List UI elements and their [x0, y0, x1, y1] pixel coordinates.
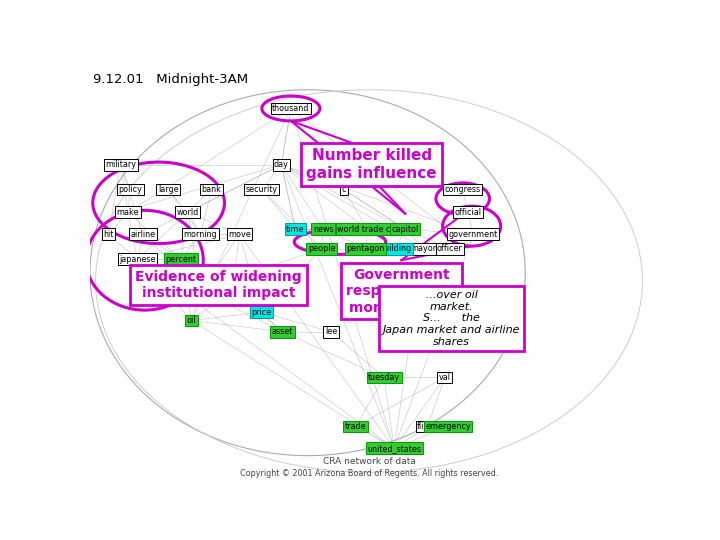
Text: people: people: [308, 244, 336, 253]
Text: price: price: [251, 308, 271, 316]
Text: world: world: [176, 208, 199, 217]
Text: government: government: [449, 230, 498, 239]
Text: share: share: [189, 286, 212, 295]
Text: lee: lee: [325, 327, 337, 336]
Text: officer: officer: [437, 244, 463, 253]
Text: pentagon: pentagon: [346, 244, 384, 253]
Text: japanese: japanese: [120, 255, 156, 264]
Text: asset: asset: [272, 327, 293, 336]
Text: time: time: [286, 225, 305, 233]
Text: large: large: [158, 185, 179, 194]
Text: analyst: analyst: [217, 286, 247, 295]
Text: hit: hit: [103, 230, 114, 239]
Text: move: move: [228, 230, 251, 239]
Text: Copyright © 2001 Arizona Board of Regents. All rights reserved.: Copyright © 2001 Arizona Board of Regent…: [240, 469, 498, 477]
Text: bank: bank: [202, 185, 222, 194]
Text: world trade ctr: world trade ctr: [338, 225, 397, 233]
Text: official: official: [454, 208, 481, 217]
Text: ...over oil
market.
S...      the
Japan market and airline
shares: ...over oil market. S... the Japan marke…: [383, 290, 521, 347]
Text: building: building: [379, 244, 411, 253]
Text: airline: airline: [130, 230, 156, 239]
Text: Government
response gets
more specific: Government response gets more specific: [346, 268, 456, 315]
Text: congress: congress: [445, 185, 481, 194]
Text: capitol: capitol: [392, 225, 419, 233]
Text: CRA network of data: CRA network of data: [323, 457, 415, 467]
Text: mayor: mayor: [410, 244, 437, 253]
Text: percent: percent: [166, 255, 197, 264]
Text: c: c: [341, 185, 346, 194]
Text: val: val: [439, 373, 451, 382]
Text: day: day: [274, 160, 289, 169]
Text: united_states: united_states: [367, 444, 421, 453]
Text: news: news: [313, 225, 333, 233]
Text: 9.12.01   Midnight-3AM: 9.12.01 Midnight-3AM: [93, 73, 248, 86]
Text: tuesday: tuesday: [368, 373, 400, 382]
Text: security: security: [246, 185, 278, 194]
Text: thousand: thousand: [272, 104, 310, 113]
Text: morning: morning: [184, 230, 217, 239]
Text: Evidence of widening
institutional impact: Evidence of widening institutional impac…: [135, 270, 302, 300]
Text: Number killed
gains influence: Number killed gains influence: [307, 148, 437, 181]
Text: policy: policy: [118, 185, 142, 194]
Text: military: military: [105, 160, 136, 169]
Text: oil: oil: [186, 316, 197, 325]
Text: emergency: emergency: [426, 422, 471, 431]
Text: flight: flight: [418, 422, 438, 431]
Text: trade: trade: [345, 422, 366, 431]
Text: make: make: [117, 208, 139, 217]
